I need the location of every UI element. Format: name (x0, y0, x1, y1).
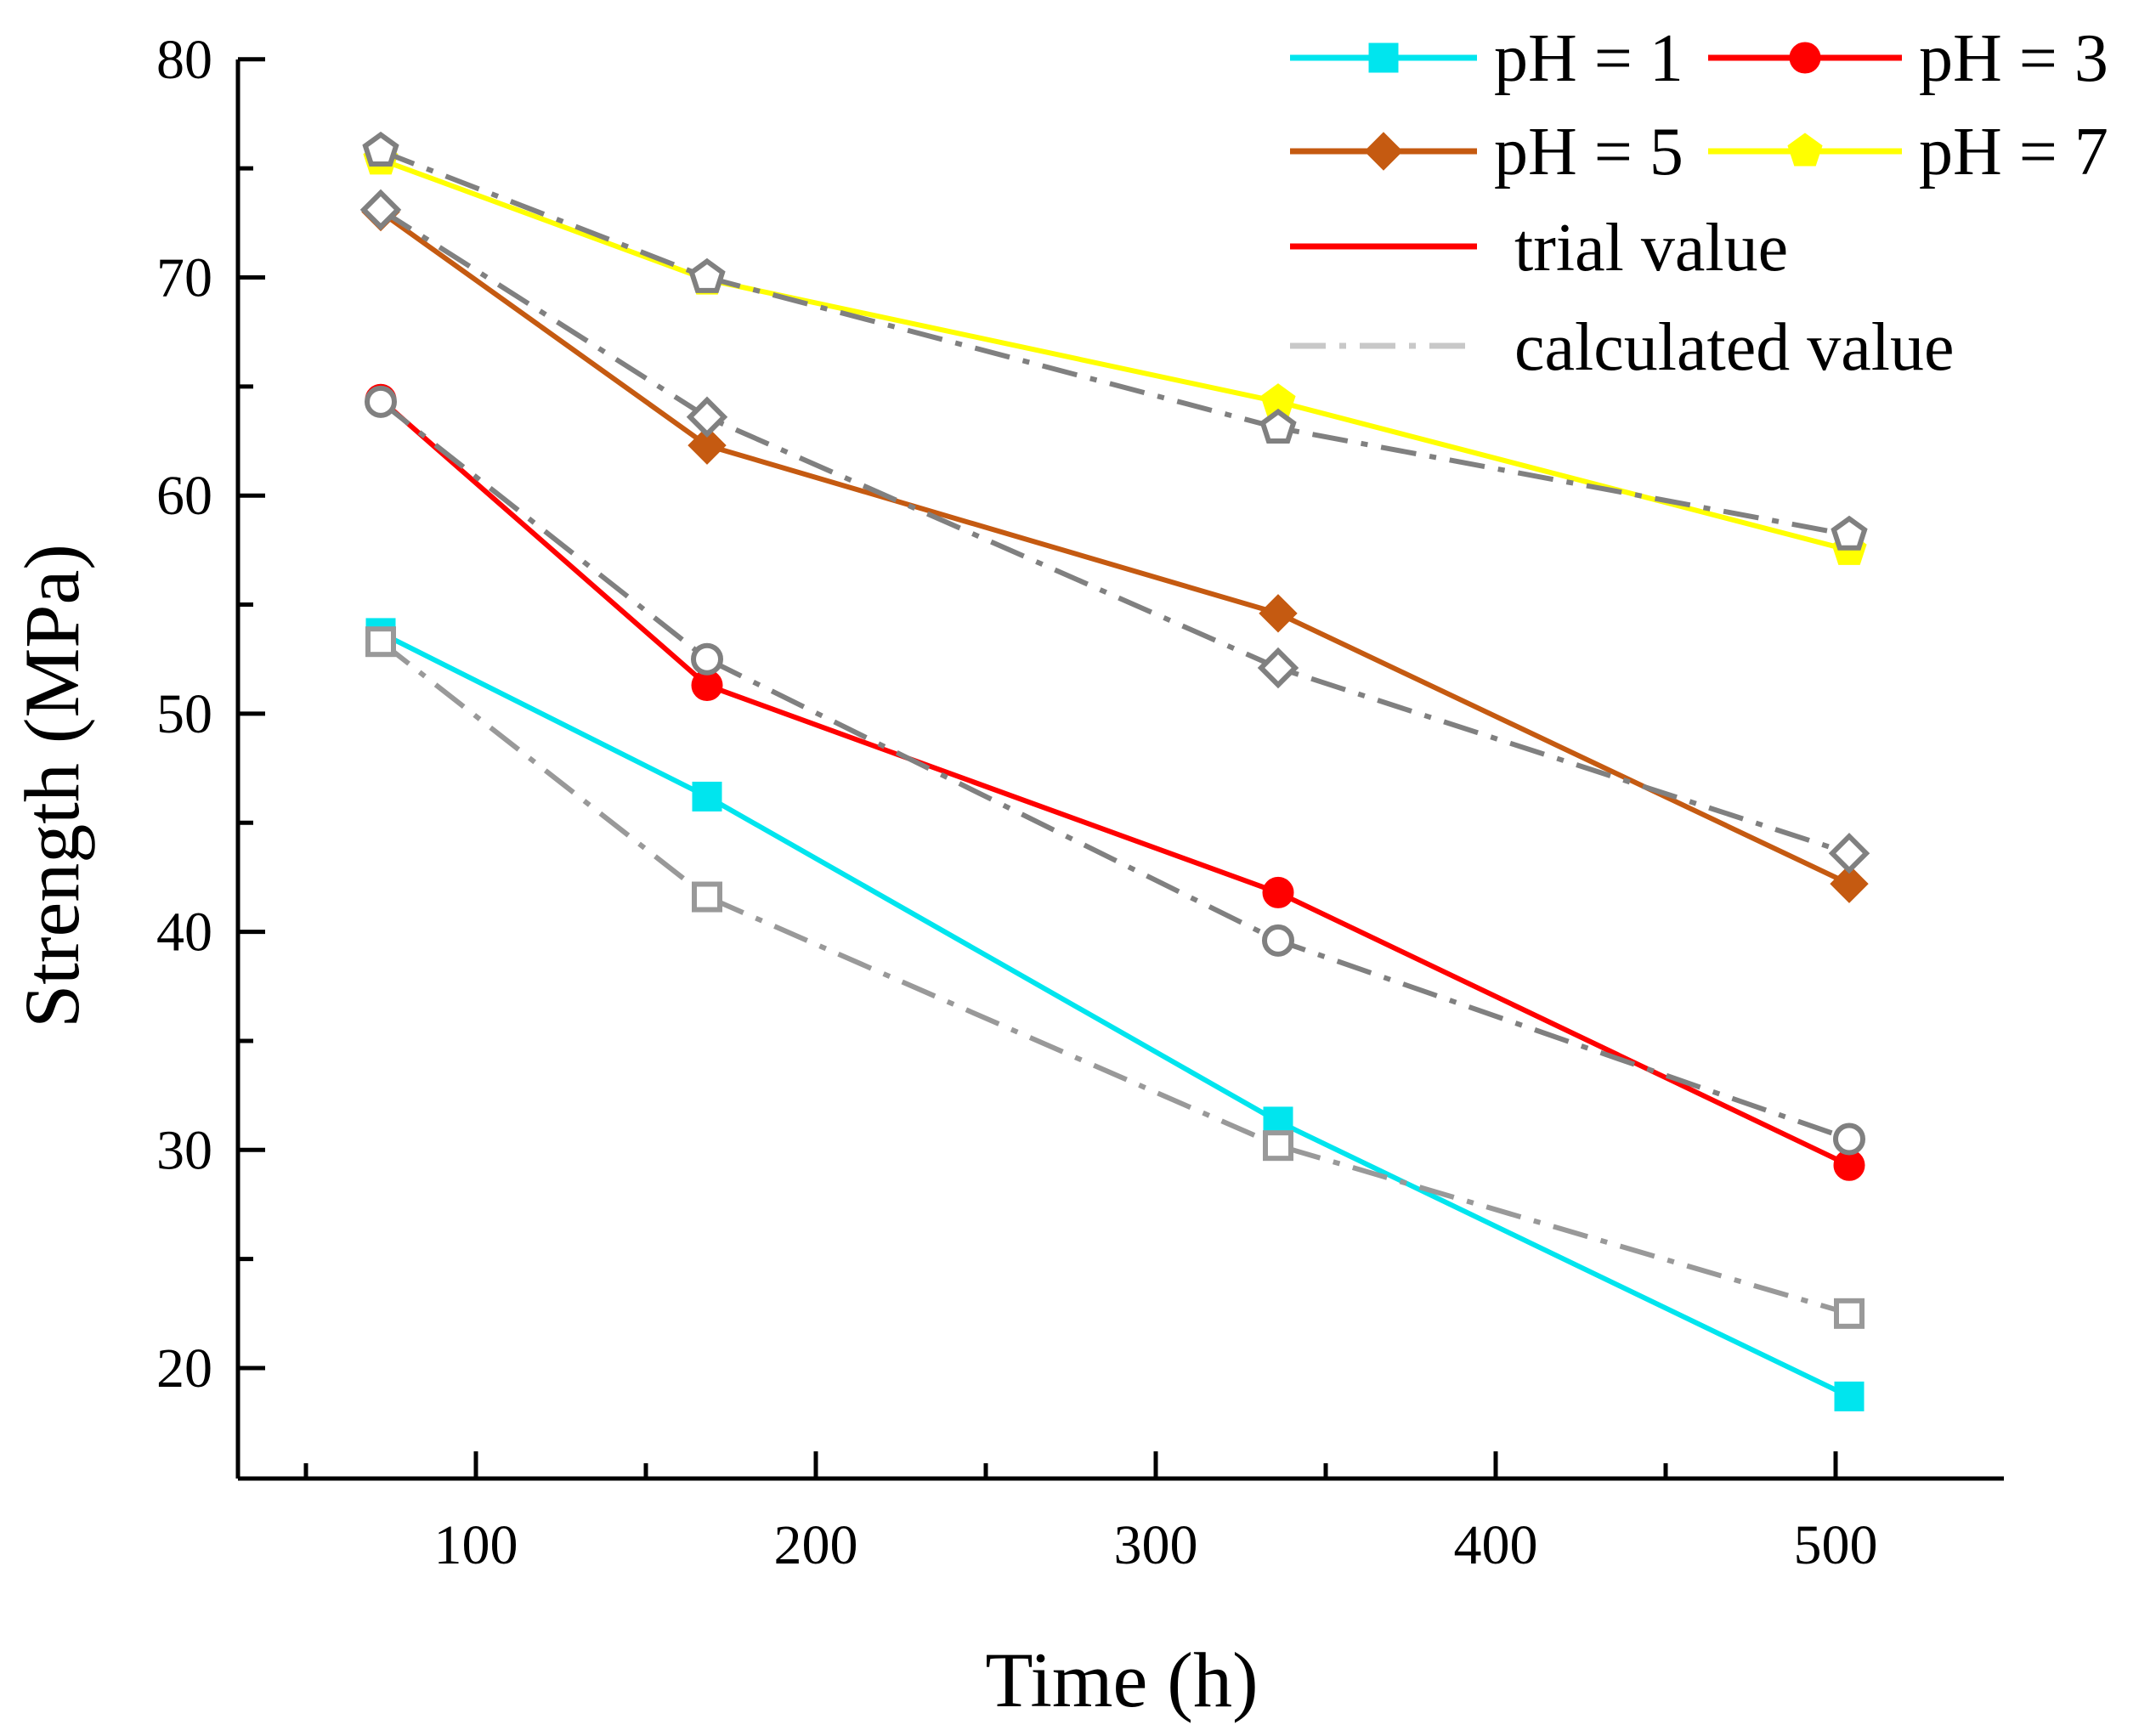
data-point (692, 781, 722, 811)
y-tick-label: 70 (156, 247, 212, 309)
y-tick-label: 30 (156, 1119, 212, 1181)
series-line (379, 207, 1850, 857)
data-point (688, 426, 727, 465)
data-point (1833, 1122, 1865, 1156)
data-point (365, 385, 397, 418)
data-point (1259, 408, 1297, 444)
data-point (365, 626, 396, 658)
series-layer (359, 131, 1870, 1411)
series-line (379, 631, 1851, 1400)
legend-label-ph7: pH = 7 (1919, 115, 2108, 189)
series-6-calculated (359, 189, 1870, 874)
data-point (359, 189, 402, 231)
data-point (1834, 1298, 1865, 1329)
legend-label-calculated: calculated value (1514, 310, 1954, 385)
x-tick-label: 300 (1114, 1514, 1198, 1576)
legend-label-trial: trial value (1514, 211, 1788, 286)
y-axis-title: Strength (MPa) (8, 544, 95, 1028)
series-line (379, 639, 1850, 1316)
data-point (362, 131, 399, 167)
x-tick-label: 200 (774, 1514, 858, 1576)
data-point (686, 396, 728, 438)
series-line (379, 399, 1850, 1142)
series-line (379, 157, 1850, 553)
series-line (379, 398, 1851, 1168)
series-2-trial (361, 192, 1869, 903)
series-7-calculated (362, 131, 1868, 551)
legend-symbols (1290, 42, 1902, 349)
data-point (1834, 1381, 1865, 1411)
legend-marker-1 (1789, 42, 1821, 74)
data-point (692, 881, 722, 913)
x-tick-label: 400 (1454, 1514, 1538, 1576)
data-point (1263, 1130, 1293, 1162)
series-line (379, 148, 1850, 538)
y-tick-label: 20 (156, 1337, 212, 1400)
legend-marker-3 (1787, 133, 1823, 167)
y-tick-label: 60 (156, 465, 212, 527)
series-0-trial (365, 618, 1865, 1411)
legend-marker-0 (1368, 42, 1399, 73)
y-tick-label: 50 (156, 683, 212, 745)
legend-marker-2 (1364, 132, 1403, 171)
axes (235, 57, 2004, 1481)
legend-label-ph3: pH = 3 (1919, 21, 2108, 96)
data-point (688, 257, 726, 293)
data-point (1259, 594, 1298, 633)
data-point (1262, 876, 1294, 908)
series-4-calculated (365, 626, 1865, 1329)
x-axis-title: Time (h) (985, 1637, 1258, 1723)
data-point (691, 642, 723, 676)
series-5-calculated (365, 385, 1865, 1156)
x-tick-label: 500 (1794, 1514, 1878, 1576)
legend-label-ph1: pH = 1 (1494, 21, 1683, 96)
data-point (1828, 832, 1870, 874)
y-tick-label: 40 (156, 902, 212, 964)
legend: pH = 1 pH = 3 pH = 5 pH = 7 trial value … (1290, 21, 2108, 385)
legend-label-ph5: pH = 5 (1494, 115, 1683, 189)
data-point (1831, 515, 1868, 551)
data-point (1830, 864, 1869, 903)
series-line (379, 210, 1851, 886)
tick-labels: 20 30 40 50 60 70 80 100 200 300 400 500 (156, 29, 1878, 1576)
data-point (1257, 647, 1299, 689)
data-point (1262, 924, 1294, 957)
x-tick-label: 100 (434, 1514, 518, 1576)
y-tick-label: 80 (156, 29, 212, 91)
